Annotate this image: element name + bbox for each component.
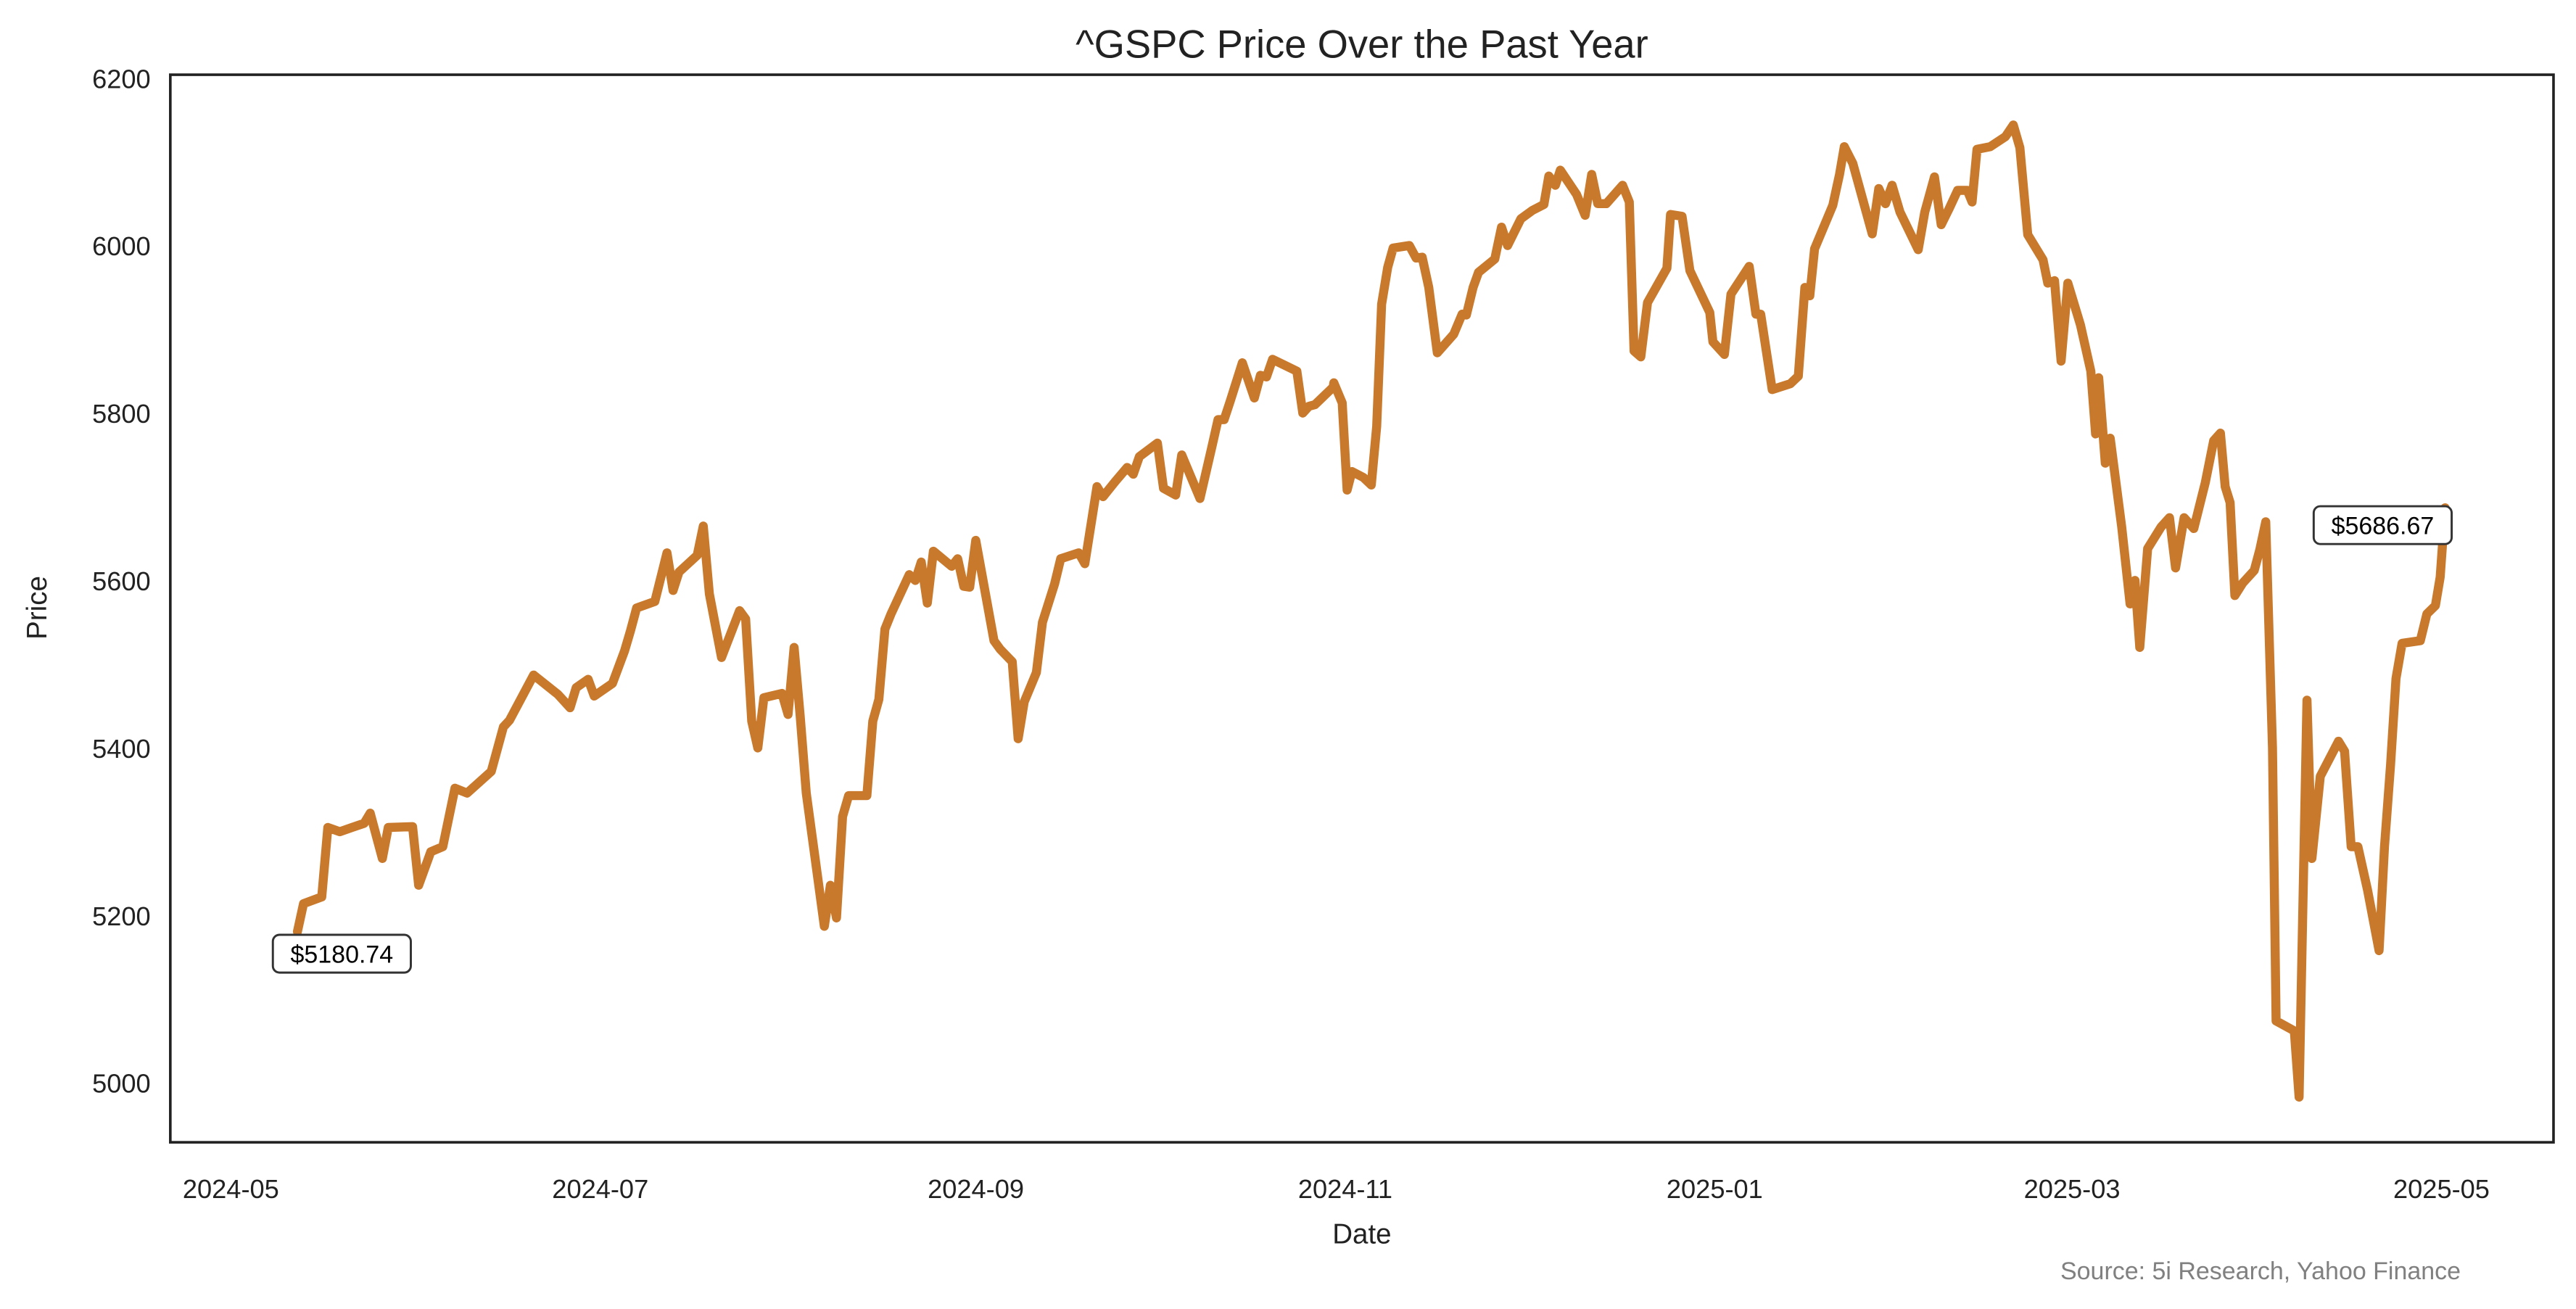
price-series-line	[292, 120, 2450, 1102]
y-axis-ticks: 5000 5200 5400 5600 5800 6000 6200	[92, 64, 151, 1098]
y-tick-label: 5800	[92, 399, 151, 429]
annotation-first: $5180.74	[271, 933, 412, 974]
y-axis-label: Price	[22, 576, 53, 640]
source-note: Source: 5i Research, Yahoo Finance	[2060, 1258, 2461, 1285]
x-tick-label: 2024-07	[552, 1174, 648, 1204]
x-axis-ticks: 2024-05 2024-07 2024-09 2024-11 2025-01 2025-…	[183, 1174, 2490, 1204]
x-tick-label: 2024-05	[183, 1174, 279, 1204]
annotation-last: $5686.67	[2312, 505, 2453, 545]
x-axis-label: Date	[1332, 1218, 1391, 1250]
annotation-box	[2312, 505, 2453, 545]
y-tick-label: 5600	[92, 566, 151, 596]
price-annotations: $5180.74 $5686.67	[271, 505, 2453, 974]
annotation-label: $5180.74	[291, 941, 394, 969]
annotation-label: $5686.67	[2332, 513, 2435, 540]
x-tick-label: 2025-03	[2024, 1174, 2121, 1204]
y-tick-label: 5400	[92, 734, 151, 764]
x-tick-label: 2025-01	[1667, 1174, 1763, 1204]
plot-frame	[169, 73, 2555, 1144]
y-tick-label: 5200	[92, 901, 151, 931]
x-tick-label: 2024-11	[1298, 1174, 1392, 1204]
y-tick-label: 5000	[92, 1069, 151, 1099]
x-tick-label: 2024-09	[928, 1174, 1024, 1204]
annotation-box	[271, 933, 412, 974]
y-tick-label: 6000	[92, 231, 151, 261]
x-tick-label: 2025-05	[2393, 1174, 2490, 1204]
chart-title: ^GSPC Price Over the Past Year	[1076, 22, 1648, 66]
y-tick-label: 6200	[92, 64, 151, 94]
